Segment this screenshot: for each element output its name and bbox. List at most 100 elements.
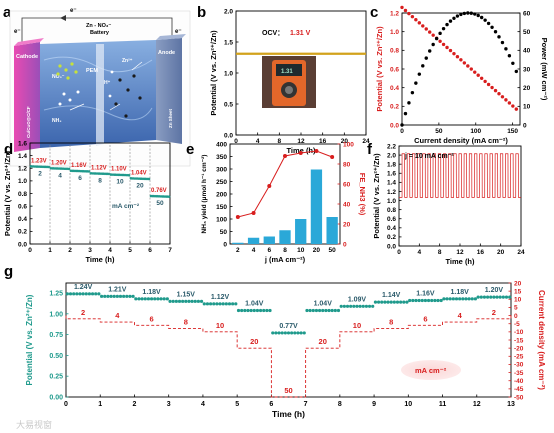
polarization-point — [400, 5, 404, 10]
x-tick-label: 16 — [319, 138, 327, 145]
y2-tick-label: 10 — [523, 104, 531, 111]
current-label: 4 — [58, 172, 62, 179]
voltage-label: 0.76V — [151, 188, 167, 194]
ocv-annotation-label: OCV： — [262, 30, 284, 37]
power-point — [462, 11, 467, 16]
y-tick-label: 1.8 — [387, 161, 396, 168]
voltage-point — [255, 308, 260, 313]
voltage-point — [87, 292, 92, 296]
current-label: 4 — [458, 311, 463, 320]
voltage-point — [461, 297, 465, 301]
voltage-point — [364, 304, 369, 308]
y2-tick-label: 10 — [514, 297, 522, 304]
x-tick-label: 5 — [128, 247, 132, 254]
y-tick-label: 1.4 — [387, 180, 396, 187]
panel-a-label: a — [3, 4, 12, 21]
voltage-point — [190, 299, 194, 303]
flow-arrows — [69, 61, 143, 111]
voltage-point — [145, 177, 149, 181]
y2-tick-label: -15 — [514, 337, 524, 344]
electrolyte-wave-2 — [43, 105, 153, 121]
voltage-point — [93, 172, 97, 175]
y-tick-label: 0.0 — [18, 241, 27, 248]
unit-badge-label: mA cm⁻² — [415, 366, 447, 375]
current-label: 8 — [389, 318, 393, 327]
x-tick-label: 8 — [278, 138, 282, 145]
current-step-line — [65, 315, 512, 398]
electron-left-label: e⁻ — [14, 29, 21, 35]
voltage-point — [423, 298, 428, 303]
voltage-point — [280, 331, 284, 335]
voltage-point — [89, 172, 93, 175]
voltage-point — [99, 172, 103, 175]
voltage-point — [227, 302, 232, 306]
power-point — [511, 61, 515, 65]
voltage-label: 1.14V — [382, 292, 401, 299]
voltage-point — [314, 308, 319, 313]
voltage-point — [134, 297, 138, 301]
voltage-point — [109, 294, 113, 298]
voltage-point — [240, 308, 244, 313]
power-point — [424, 56, 428, 60]
voltage-point — [399, 300, 403, 304]
y-tick-label: 0.50 — [49, 353, 63, 360]
voltage-point — [218, 302, 222, 306]
voltage-point — [373, 300, 378, 304]
current-label: 2 — [81, 308, 85, 317]
voltage-point — [113, 173, 117, 177]
marks-c — [400, 5, 519, 127]
voltage-point — [106, 294, 110, 298]
ocv-annotation-value: 1.31 V — [290, 30, 311, 37]
polarization-point — [473, 70, 477, 74]
voltage-point — [293, 331, 297, 335]
y-tick-label: 0.00 — [49, 395, 63, 402]
y2-tick-label: -45 — [514, 386, 524, 393]
voltage-point — [498, 295, 502, 299]
x-tick-label: 6 — [148, 247, 152, 254]
y-tick-label: 0.4 — [390, 85, 399, 92]
voltage-point — [128, 294, 132, 298]
anode-material: Zn Sheet — [168, 108, 173, 128]
voltage-point — [129, 177, 133, 180]
voltage-point — [31, 165, 35, 168]
y-tick-label: 0 — [223, 241, 227, 248]
voltage-point — [107, 172, 111, 176]
voltage-point — [367, 304, 372, 308]
y2-tick-label: 50 — [523, 29, 531, 36]
voltage-point — [417, 298, 421, 303]
polarization-point — [500, 95, 505, 99]
polarization-point — [448, 48, 453, 53]
voltage-point — [386, 300, 390, 304]
y-tick-label: 0.0 — [387, 243, 396, 250]
y2-tick-label: 60 — [523, 10, 531, 17]
voltage-label: 1.04V — [131, 170, 147, 176]
x-tick-label: 8 — [283, 247, 287, 254]
y-tick-label: 0.0 — [390, 122, 399, 129]
voltage-point — [84, 292, 88, 296]
polarization-point — [483, 79, 487, 84]
voltage-point — [445, 297, 449, 301]
panel-b: b 0 4 8 12 16 20 24 0.0 0.5 1.0 1.5 2.0 Time (h) Pote… — [197, 4, 370, 155]
y-axis-title: Potential (V vs. Zn²⁺/Zn) — [3, 150, 12, 236]
voltage-point — [90, 292, 95, 296]
x-tick-label: 4 — [201, 401, 205, 408]
x-tick-label: 50 — [329, 247, 337, 254]
power-point — [479, 15, 484, 20]
voltage-point — [147, 177, 151, 181]
y2-axis-title: Power (mW cm⁻²) — [540, 38, 549, 101]
y2-tick-label: -35 — [514, 370, 524, 377]
y-tick-label: 0.6 — [390, 66, 399, 73]
y-tick-label: 0.8 — [387, 207, 396, 214]
x-tick-label: 6 — [267, 247, 271, 254]
nh3-yield-bar — [232, 242, 244, 244]
y-tick-label: 1.2 — [18, 166, 27, 173]
voltage-label: 1.20V — [485, 287, 504, 294]
voltage-point — [153, 297, 157, 301]
voltage-point — [146, 297, 151, 301]
voltage-point — [59, 167, 63, 170]
voltage-label: 1.04V — [314, 300, 333, 307]
x-tick-label: 8 — [338, 401, 342, 408]
cathode-slab — [14, 42, 40, 152]
voltage-point — [95, 172, 99, 175]
power-point — [486, 21, 491, 26]
